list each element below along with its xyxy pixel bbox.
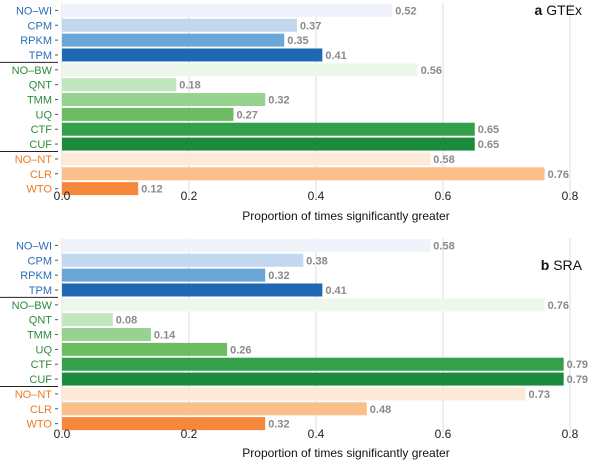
value-label: 0.14 (154, 330, 176, 342)
category-label: NO–WI (16, 5, 52, 17)
category-label: CPM (28, 20, 52, 32)
x-tick-label: 0.0 (54, 189, 71, 203)
bar (62, 387, 526, 401)
bar (62, 402, 367, 416)
value-label: 0.32 (268, 95, 289, 107)
panel-name: GTEx (542, 2, 582, 18)
category-label: NO–NT (15, 389, 53, 401)
bar (62, 137, 475, 151)
bar (62, 298, 545, 312)
bar (62, 313, 113, 327)
x-tick-label: 0.2 (181, 189, 198, 203)
bar (62, 268, 266, 282)
x-axis-label: Proportion of times significantly greate… (242, 446, 449, 460)
bar (62, 48, 323, 62)
panel-title: b SRA (541, 257, 583, 273)
category-label: CLR (30, 169, 52, 181)
bar (62, 122, 475, 136)
x-tick-label: 0.6 (435, 189, 452, 203)
x-tick-label: 0.8 (562, 189, 579, 203)
bar (62, 63, 418, 77)
bar (62, 33, 285, 47)
category-label: CTF (31, 359, 53, 371)
bar (62, 78, 177, 92)
value-label: 0.12 (141, 184, 162, 196)
value-label: 0.27 (236, 109, 257, 121)
bar (62, 3, 393, 17)
category-label: RPKM (20, 35, 52, 47)
category-label: NO–WI (16, 240, 52, 252)
panel-title: a GTEx (535, 2, 582, 18)
value-label: 0.76 (548, 300, 569, 312)
bar (62, 238, 431, 252)
category-label: CTF (31, 124, 53, 136)
category-label: WTO (27, 419, 53, 431)
category-label: TMM (27, 95, 52, 107)
category-label: WTO (27, 184, 53, 196)
bar (62, 18, 297, 32)
category-label: NO–BW (12, 65, 53, 77)
bar (62, 152, 431, 166)
x-tick-label: 0.4 (308, 427, 325, 441)
category-label: TPM (29, 50, 52, 62)
bar (62, 283, 323, 297)
category-label: TPM (29, 285, 52, 297)
bar (62, 93, 266, 107)
value-label: 0.37 (300, 20, 321, 32)
value-label: 0.41 (325, 50, 346, 62)
value-label: 0.52 (395, 5, 416, 17)
panel-name: SRA (549, 257, 582, 273)
category-label: CPM (28, 255, 52, 267)
category-label: CLR (30, 404, 52, 416)
panel-letter: a (535, 2, 543, 18)
category-label: QNT (29, 315, 53, 327)
bar (62, 342, 228, 356)
category-label: QNT (29, 80, 53, 92)
category-label: CUF (29, 139, 52, 151)
x-tick-label: 0.2 (181, 427, 198, 441)
value-label: 0.38 (306, 255, 327, 267)
value-label: 0.41 (325, 285, 346, 297)
bar (62, 167, 545, 181)
value-label: 0.35 (287, 35, 308, 47)
bar (62, 253, 304, 267)
category-label: NO–NT (15, 154, 53, 166)
category-label: UQ (36, 344, 53, 356)
category-label: NO–BW (12, 300, 53, 312)
value-label: 0.26 (230, 344, 251, 356)
bar (62, 182, 139, 196)
bar (62, 328, 151, 342)
value-label: 0.18 (179, 80, 200, 92)
value-label: 0.32 (268, 270, 289, 282)
value-label: 0.58 (433, 240, 454, 252)
value-label: 0.76 (548, 169, 569, 181)
panel-letter: b (541, 257, 550, 273)
value-label: 0.65 (478, 139, 499, 151)
value-label: 0.79 (567, 359, 588, 371)
category-label: UQ (36, 109, 53, 121)
value-label: 0.65 (478, 124, 499, 136)
value-label: 0.32 (268, 419, 289, 431)
category-label: TMM (27, 330, 52, 342)
x-tick-label: 0.4 (308, 189, 325, 203)
bar (62, 372, 564, 386)
category-label: CUF (29, 374, 52, 386)
value-label: 0.08 (116, 315, 137, 327)
bar (62, 357, 564, 371)
value-label: 0.58 (433, 154, 454, 166)
value-label: 0.73 (529, 389, 550, 401)
value-label: 0.48 (370, 404, 391, 416)
bar (62, 107, 234, 121)
x-tick-label: 0.8 (562, 427, 579, 441)
value-label: 0.56 (421, 65, 442, 77)
x-axis-label: Proportion of times significantly greate… (242, 209, 449, 223)
category-label: RPKM (20, 270, 52, 282)
x-tick-label: 0.0 (54, 427, 71, 441)
bar (62, 417, 266, 431)
x-tick-label: 0.6 (435, 427, 452, 441)
value-label: 0.79 (567, 374, 588, 386)
